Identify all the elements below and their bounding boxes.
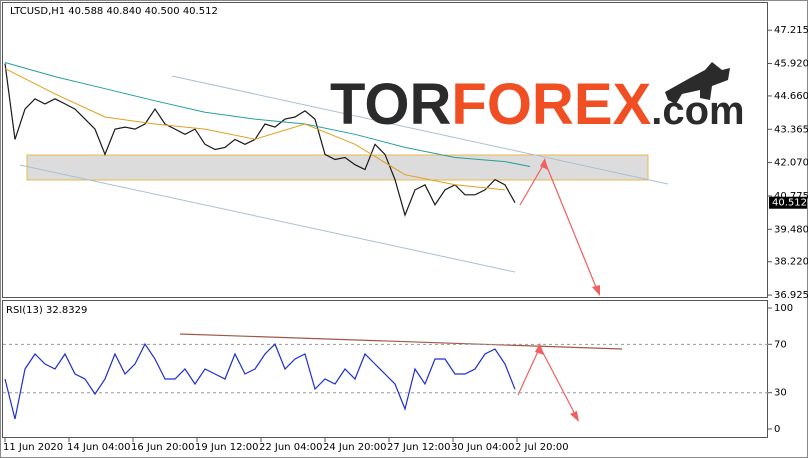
y-tick-label: 45.920 xyxy=(774,58,808,69)
watermark-part: FOREX xyxy=(451,72,651,137)
x-tick-label: 2 Jul 20:00 xyxy=(515,442,569,453)
rsi-panel xyxy=(2,300,768,438)
price-tag-label: 40.512 xyxy=(772,198,807,209)
y-tick-label: 0 xyxy=(774,424,780,435)
x-tick-label: 22 Jun 04:00 xyxy=(259,442,323,453)
rsi-title: RSI(13) 32.8329 xyxy=(6,305,87,316)
y-tick-label: 38.220 xyxy=(774,257,808,268)
watermark-part: .com xyxy=(651,89,744,133)
arrow-head xyxy=(540,158,548,170)
x-tick-label: 19 Jun 12:00 xyxy=(195,442,259,453)
y-tick-label: 70 xyxy=(774,339,787,350)
y-tick-label: 36.925 xyxy=(774,290,808,301)
price-panel xyxy=(2,2,768,298)
series-line xyxy=(4,68,506,191)
x-tick-label: 14 Jun 04:00 xyxy=(67,442,131,453)
series-line xyxy=(4,62,531,167)
y-tick-label: 47.215 xyxy=(774,25,808,36)
arrow-head xyxy=(535,343,544,355)
y-tick-label: 30 xyxy=(774,388,787,399)
arrow-head xyxy=(592,285,600,296)
arrow-head xyxy=(570,411,579,422)
y-tick-label: 42.070 xyxy=(774,158,808,169)
price-title: LTCUSD,H1 40.588 40.840 40.500 40.512 xyxy=(10,6,218,17)
x-tick-label: 30 Jun 04:00 xyxy=(451,442,515,453)
y-tick-label: 44.660 xyxy=(774,91,808,102)
channel-line xyxy=(19,164,516,273)
price-tag xyxy=(769,196,807,209)
channel-line xyxy=(171,75,669,185)
y-tick-label: 43.365 xyxy=(774,124,808,135)
watermark-part: TOR xyxy=(330,72,451,137)
x-tick-label: 16 Jun 20:00 xyxy=(131,442,195,453)
series-line xyxy=(4,63,516,217)
series-line xyxy=(4,342,516,420)
y-tick-label: 39.480 xyxy=(774,224,808,235)
y-tick-label: 40.775 xyxy=(774,191,808,202)
x-tick-label: 27 Jun 12:00 xyxy=(387,442,451,453)
x-tick-label: 24 Jun 20:00 xyxy=(323,442,387,453)
x-tick-label: 11 Jun 2020 xyxy=(3,442,63,453)
bull-logo xyxy=(665,62,730,104)
y-tick-label: 100 xyxy=(774,303,793,314)
rsi-trendline xyxy=(179,333,623,350)
